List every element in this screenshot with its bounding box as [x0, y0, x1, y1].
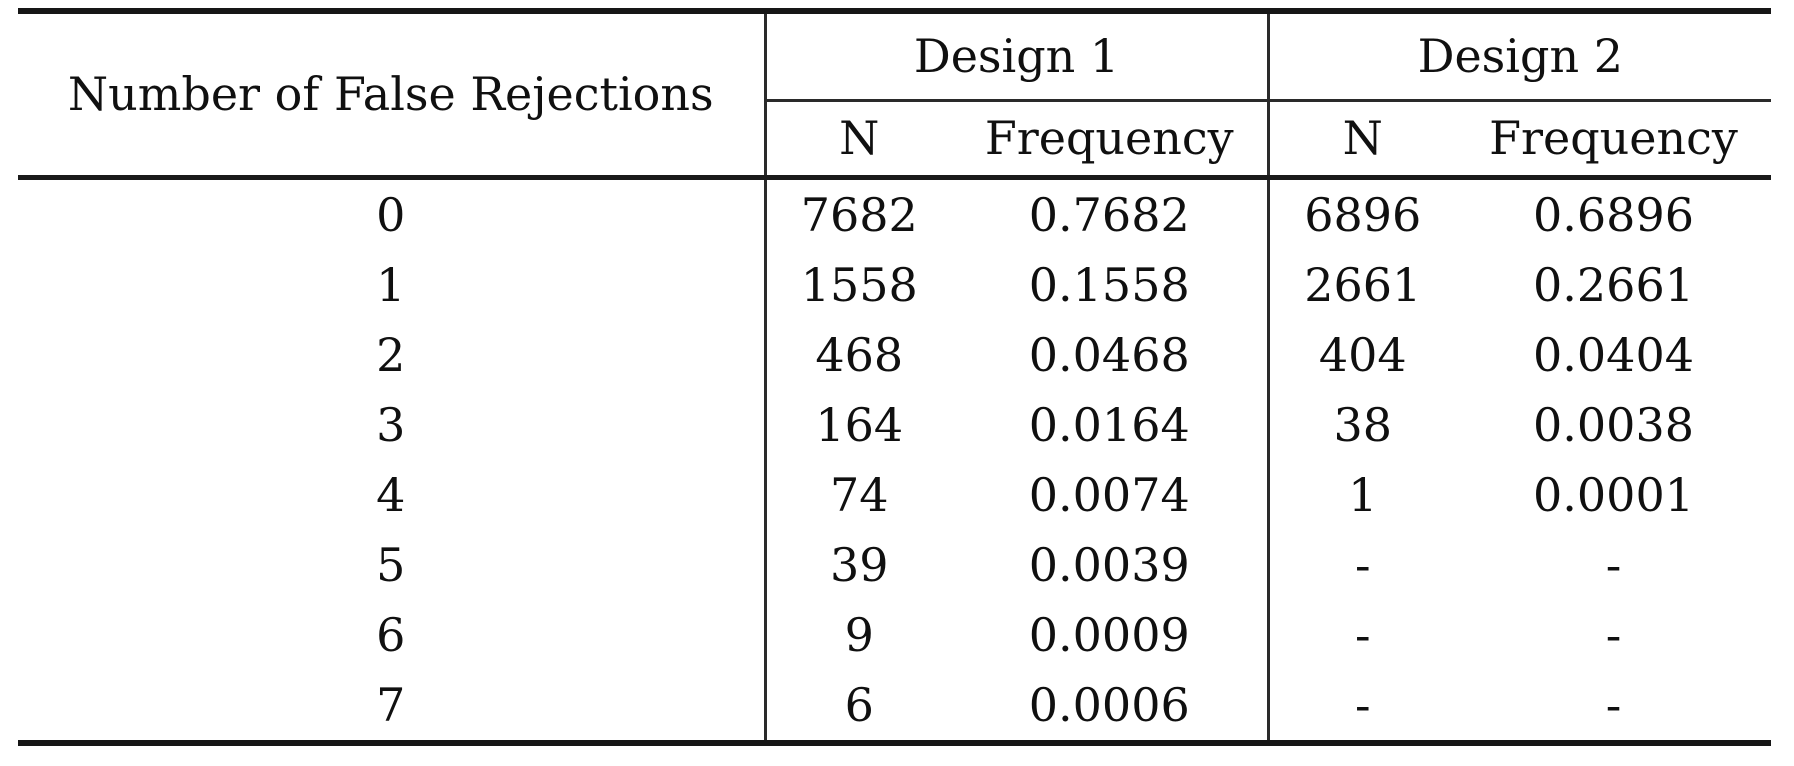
cell-design1-n: 39: [763, 530, 952, 600]
cell-design1-frequency: 0.0009: [1028, 607, 1190, 662]
cell-rejections: 2: [376, 327, 406, 382]
column-group-design-2: Design 2: [1266, 11, 1772, 102]
subheader-design2-n: N: [1266, 100, 1457, 180]
cell-design1-frequency: 0.0164: [1028, 397, 1190, 452]
cell-design1-n: 468: [763, 320, 952, 390]
table-row: 6 9 0.0009 - -: [18, 600, 1771, 670]
table-subheader-row: N Frequency N Frequency: [18, 100, 1772, 180]
false-rejections-table: Number of False Rejections Design 1 Desi…: [18, 8, 1772, 746]
cell-design2-frequency: 0.2661: [1533, 257, 1694, 312]
cell-design2-n: 2661: [1266, 250, 1457, 320]
subheader-design2-frequency: Frequency: [1456, 100, 1772, 180]
cell-design2-frequency: 0.0038: [1533, 397, 1694, 452]
cell-design2-n: -: [1266, 670, 1457, 743]
cell-rejections: 6: [376, 607, 406, 662]
cell-design2-frequency: -: [1605, 677, 1622, 732]
cell-design2-n: 6896: [1266, 177, 1457, 250]
table-row: 4 74 0.0074 1 0.0001: [18, 460, 1771, 530]
subheader-design1-frequency: Frequency: [952, 100, 1269, 180]
cell-design1-n: 1558: [763, 250, 952, 320]
cell-design2-n: -: [1266, 530, 1457, 600]
table-row: 0 7682 0.7682 6896 0.6896: [18, 177, 1771, 250]
cell-design1-frequency: 0.7682: [1028, 187, 1190, 242]
cell-design1-n: 164: [763, 390, 952, 460]
cell-design2-frequency: 0.0404: [1533, 327, 1694, 382]
cell-design1-frequency: 0.1558: [1028, 257, 1190, 312]
cell-design2-frequency: -: [1605, 537, 1622, 592]
column-group-design-1: Design 1: [763, 11, 1269, 102]
cell-design1-n: 9: [763, 600, 952, 670]
cell-design1-n: 7682: [763, 177, 952, 250]
cell-rejections: 1: [376, 257, 406, 312]
cell-design1-frequency: 0.0468: [1028, 327, 1190, 382]
cell-design1-n: 74: [763, 460, 952, 530]
cell-design2-frequency: -: [1605, 607, 1622, 662]
column-header-number-of-false-rejections: Number of False Rejections: [18, 11, 765, 180]
cell-design2-frequency: 0.6896: [1533, 187, 1694, 242]
subheader-design1-n: N: [763, 100, 952, 180]
cell-rejections: 5: [376, 537, 406, 592]
cell-rejections: 3: [376, 397, 406, 452]
cell-design1-n: 6: [763, 670, 952, 743]
table-group-header-row: Number of False Rejections Design 1 Desi…: [18, 11, 1772, 180]
cell-rejections: 4: [376, 467, 406, 522]
table-row: 5 39 0.0039 - -: [18, 530, 1771, 600]
cell-design1-frequency: 0.0039: [1028, 537, 1190, 592]
cell-rejections: 7: [376, 677, 406, 732]
cell-design1-frequency: 0.0074: [1028, 467, 1190, 522]
cell-rejections: 0: [376, 187, 406, 242]
cell-design2-n: -: [1266, 600, 1457, 670]
table-row: 7 6 0.0006 - -: [18, 670, 1771, 743]
cell-design2-n: 1: [1266, 460, 1457, 530]
table-row: 2 468 0.0468 404 0.0404: [18, 320, 1771, 390]
table-row: 1 1558 0.1558 2661 0.2661: [18, 250, 1771, 320]
cell-design2-frequency: 0.0001: [1533, 467, 1694, 522]
cell-design2-n: 38: [1266, 390, 1457, 460]
table-row: 3 164 0.0164 38 0.0038: [18, 390, 1771, 460]
cell-design2-n: 404: [1266, 320, 1457, 390]
cell-design1-frequency: 0.0006: [1028, 677, 1190, 732]
